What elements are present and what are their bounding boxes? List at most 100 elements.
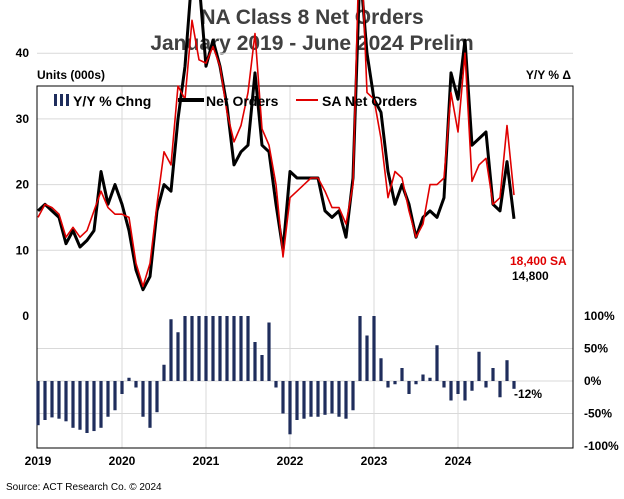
yy-bar	[239, 316, 243, 381]
yy-bar	[435, 345, 439, 381]
yy-bar	[512, 381, 516, 389]
yy-bar	[407, 381, 411, 394]
left-tick-label: 20	[16, 178, 30, 192]
yy-bar	[148, 381, 152, 428]
yy-bar	[43, 381, 47, 420]
yy-bar	[386, 381, 390, 388]
yy-bar	[330, 381, 334, 414]
x-tick-label: 2022	[277, 454, 304, 468]
yy-bar	[246, 316, 250, 381]
yy-bar	[260, 355, 264, 381]
chart-title-line-2: January 2019 - June 2024 Prelim	[150, 32, 474, 55]
yy-bar	[337, 381, 341, 417]
yy-bar	[225, 316, 229, 381]
right-tick-label: 100%	[584, 309, 615, 323]
yy-bar	[253, 342, 257, 381]
yy-bar	[309, 381, 313, 417]
yy-bar	[288, 381, 292, 435]
yy-bar	[64, 381, 68, 422]
yy-bar	[365, 335, 369, 381]
yy-bars	[36, 316, 516, 435]
yy-bar	[162, 364, 166, 381]
left-axis-label: Units (000s)	[37, 68, 105, 82]
net-orders-line	[36, 0, 516, 292]
x-axis-ticks: 2019 2020 2021 2022 2023 2024	[25, 454, 472, 468]
yy-bar	[50, 381, 54, 418]
yy-bar	[498, 381, 502, 398]
yy-bar	[316, 381, 320, 417]
yy-bar	[477, 351, 481, 381]
yy-bar	[85, 381, 89, 433]
left-tick-label: 0	[22, 309, 29, 323]
source-note: Source: ACT Research Co. © 2024	[6, 482, 162, 493]
yy-bar	[442, 381, 446, 388]
annotation-sa-latest: 18,400 SA	[510, 254, 567, 268]
yy-bar	[36, 381, 40, 426]
left-axis-ticks: 706050403020100	[16, 46, 30, 323]
yy-bar	[190, 316, 194, 381]
x-tick-label: 2020	[109, 454, 136, 468]
right-tick-label: -100%	[584, 439, 619, 453]
legend-label-sa-net-orders: SA Net Orders	[322, 93, 417, 109]
right-tick-label: -50%	[584, 407, 612, 421]
yy-bar	[176, 332, 180, 381]
yy-bar	[344, 381, 348, 419]
yy-bar	[323, 381, 327, 415]
left-tick-label: 10	[16, 243, 30, 257]
yy-bar	[127, 377, 131, 381]
yy-bar	[379, 358, 383, 381]
yy-bar	[134, 381, 138, 388]
left-tick-label: 40	[16, 46, 30, 60]
annotation-yy-latest: -12%	[514, 387, 542, 401]
yy-bar	[218, 316, 222, 381]
right-tick-label: 0%	[584, 374, 602, 388]
right-axis-label: Y/Y % Δ	[526, 68, 571, 82]
yy-bar	[505, 360, 509, 381]
yy-bar	[428, 377, 432, 381]
yy-bar	[211, 316, 215, 381]
yy-bar	[414, 381, 418, 385]
yy-bar	[120, 381, 124, 394]
yy-bar	[92, 381, 96, 432]
yy-bar	[57, 381, 61, 419]
x-tick-label: 2024	[445, 454, 472, 468]
sa-net-orders-line	[37, 0, 515, 288]
yy-bar	[106, 381, 110, 417]
yy-bar	[393, 381, 397, 385]
legend-bar-swatch	[54, 94, 69, 106]
order-lines	[36, 0, 516, 292]
right-axis-ticks: 100% 50% 0% -50% -100%	[584, 309, 619, 453]
legend: Y/Y % Chng Net Orders SA Net Orders	[54, 93, 417, 109]
yy-bar	[449, 381, 453, 401]
yy-bar	[463, 381, 467, 401]
yy-bar	[372, 316, 376, 381]
yy-bar	[232, 316, 236, 381]
yy-bar	[78, 381, 82, 430]
left-tick-label: 30	[16, 112, 30, 126]
yy-bar	[358, 316, 362, 381]
chart-title-line-1: NA Class 8 Net Orders	[200, 6, 424, 29]
yy-bar	[491, 368, 495, 381]
yy-bar	[169, 319, 173, 381]
yy-bar	[267, 322, 271, 381]
plot-area	[36, 85, 574, 449]
yy-bar	[155, 381, 159, 413]
right-tick-label: 50%	[584, 342, 608, 356]
yy-bar	[470, 381, 474, 391]
yy-bar	[183, 316, 187, 381]
yy-bar	[484, 381, 488, 388]
yy-bar	[274, 381, 278, 388]
annotation-net-latest: 14,800	[512, 269, 549, 283]
legend-label-net-orders: Net Orders	[206, 93, 279, 109]
x-tick-label: 2023	[361, 454, 388, 468]
yy-bar	[302, 381, 306, 419]
x-tick-label: 2019	[25, 454, 52, 468]
yy-bar	[281, 381, 285, 414]
yy-bar	[197, 316, 201, 381]
yy-bar	[99, 381, 103, 428]
yy-bar	[71, 381, 75, 428]
yy-bar	[421, 374, 425, 381]
x-tick-label: 2021	[193, 454, 220, 468]
yy-bar	[456, 381, 460, 394]
